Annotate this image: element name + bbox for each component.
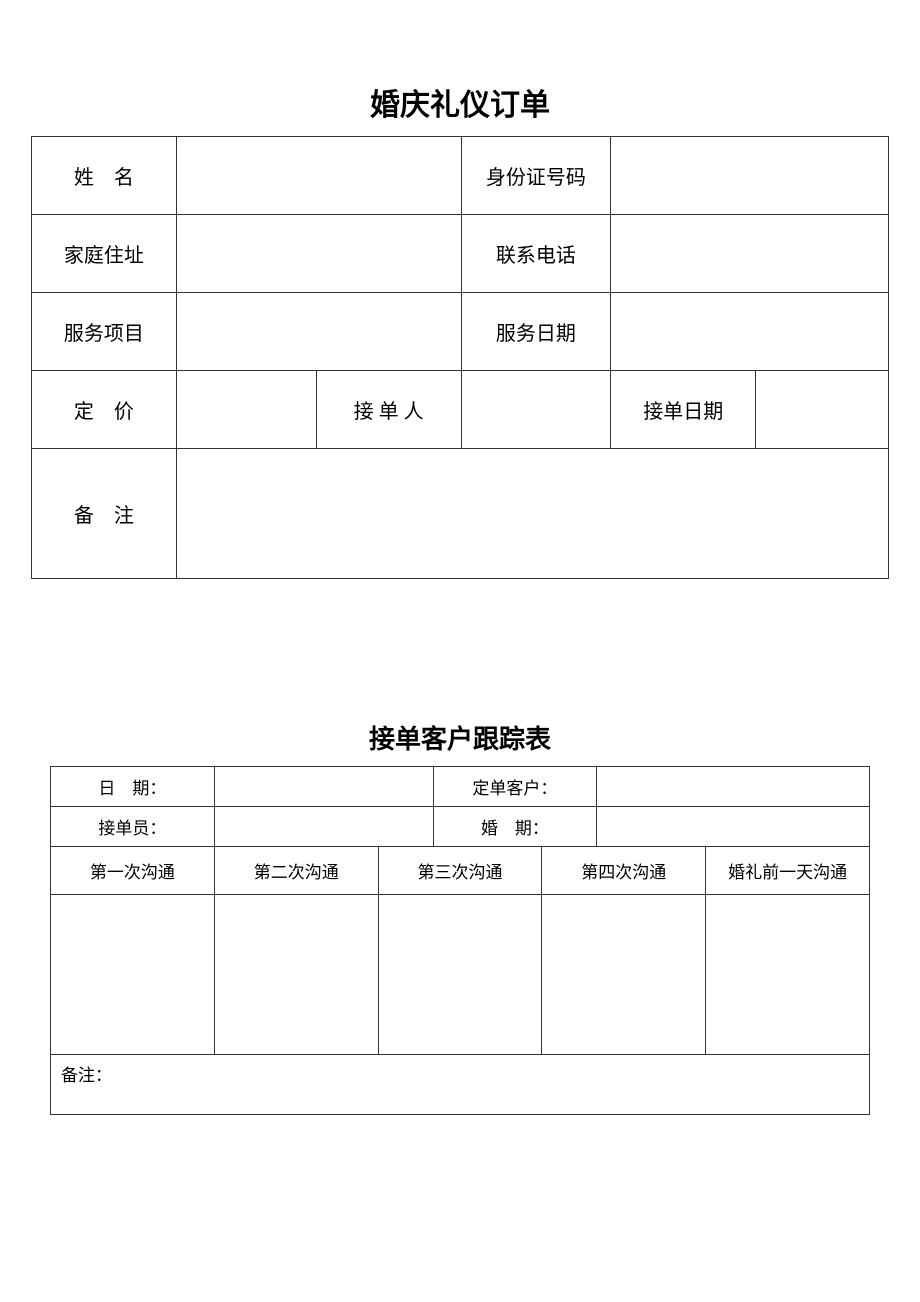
table-row: 接单员： 婚 期： (51, 807, 870, 847)
service-item-label: 服务项目 (32, 293, 177, 371)
table-row: 姓 名 身份证号码 (32, 137, 889, 215)
table-row (51, 895, 870, 1055)
address-value[interactable] (176, 215, 461, 293)
phone-value[interactable] (611, 215, 889, 293)
name-label: 姓 名 (32, 137, 177, 215)
comm2-label: 第二次沟通 (214, 847, 378, 895)
receiver-label: 接 单 人 (316, 371, 461, 449)
id-label: 身份证号码 (461, 137, 611, 215)
address-label: 家庭住址 (32, 215, 177, 293)
receiver-value[interactable] (461, 371, 611, 449)
staff-value[interactable] (214, 807, 433, 847)
comm5-label: 婚礼前一天沟通 (706, 847, 870, 895)
name-value[interactable] (176, 137, 461, 215)
date-value[interactable] (214, 767, 433, 807)
comm4-value[interactable] (542, 895, 706, 1055)
comm4-label: 第四次沟通 (542, 847, 706, 895)
customer-value[interactable] (597, 767, 870, 807)
receive-date-label: 接单日期 (611, 371, 756, 449)
table-row: 日 期： 定单客户： (51, 767, 870, 807)
price-label: 定 价 (32, 371, 177, 449)
tracking-form-title: 接单客户跟踪表 (30, 719, 890, 756)
receive-date-value[interactable] (756, 371, 889, 449)
table-row: 备 注 (32, 449, 889, 579)
comm3-value[interactable] (378, 895, 542, 1055)
notes-value[interactable] (176, 449, 888, 579)
order-form-title: 婚庆礼仪订单 (30, 80, 890, 124)
comm5-value[interactable] (706, 895, 870, 1055)
comm3-label: 第三次沟通 (378, 847, 542, 895)
staff-label: 接单员： (51, 807, 215, 847)
price-value[interactable] (176, 371, 316, 449)
service-date-value[interactable] (611, 293, 889, 371)
table-row: 服务项目 服务日期 (32, 293, 889, 371)
table-row: 第一次沟通 第二次沟通 第三次沟通 第四次沟通 婚礼前一天沟通 (51, 847, 870, 895)
comm1-label: 第一次沟通 (51, 847, 215, 895)
comm2-value[interactable] (214, 895, 378, 1055)
tracking-notes-label: 备注： (61, 1066, 112, 1085)
tracking-notes-cell[interactable]: 备注： (51, 1055, 870, 1115)
id-value[interactable] (611, 137, 889, 215)
order-form-table: 姓 名 身份证号码 家庭住址 联系电话 服务项目 服务日期 定 价 接 单 人 … (31, 136, 889, 579)
notes-label: 备 注 (32, 449, 177, 579)
customer-label: 定单客户： (433, 767, 597, 807)
phone-label: 联系电话 (461, 215, 611, 293)
wedding-date-value[interactable] (597, 807, 870, 847)
table-row: 定 价 接 单 人 接单日期 (32, 371, 889, 449)
wedding-date-label: 婚 期： (433, 807, 597, 847)
service-date-label: 服务日期 (461, 293, 611, 371)
tracking-form-table: 日 期： 定单客户： 接单员： 婚 期： 第一次沟通 第二次沟通 第三次沟通 第… (50, 766, 870, 1115)
service-item-value[interactable] (176, 293, 461, 371)
table-row: 家庭住址 联系电话 (32, 215, 889, 293)
table-row: 备注： (51, 1055, 870, 1115)
comm1-value[interactable] (51, 895, 215, 1055)
date-label: 日 期： (51, 767, 215, 807)
